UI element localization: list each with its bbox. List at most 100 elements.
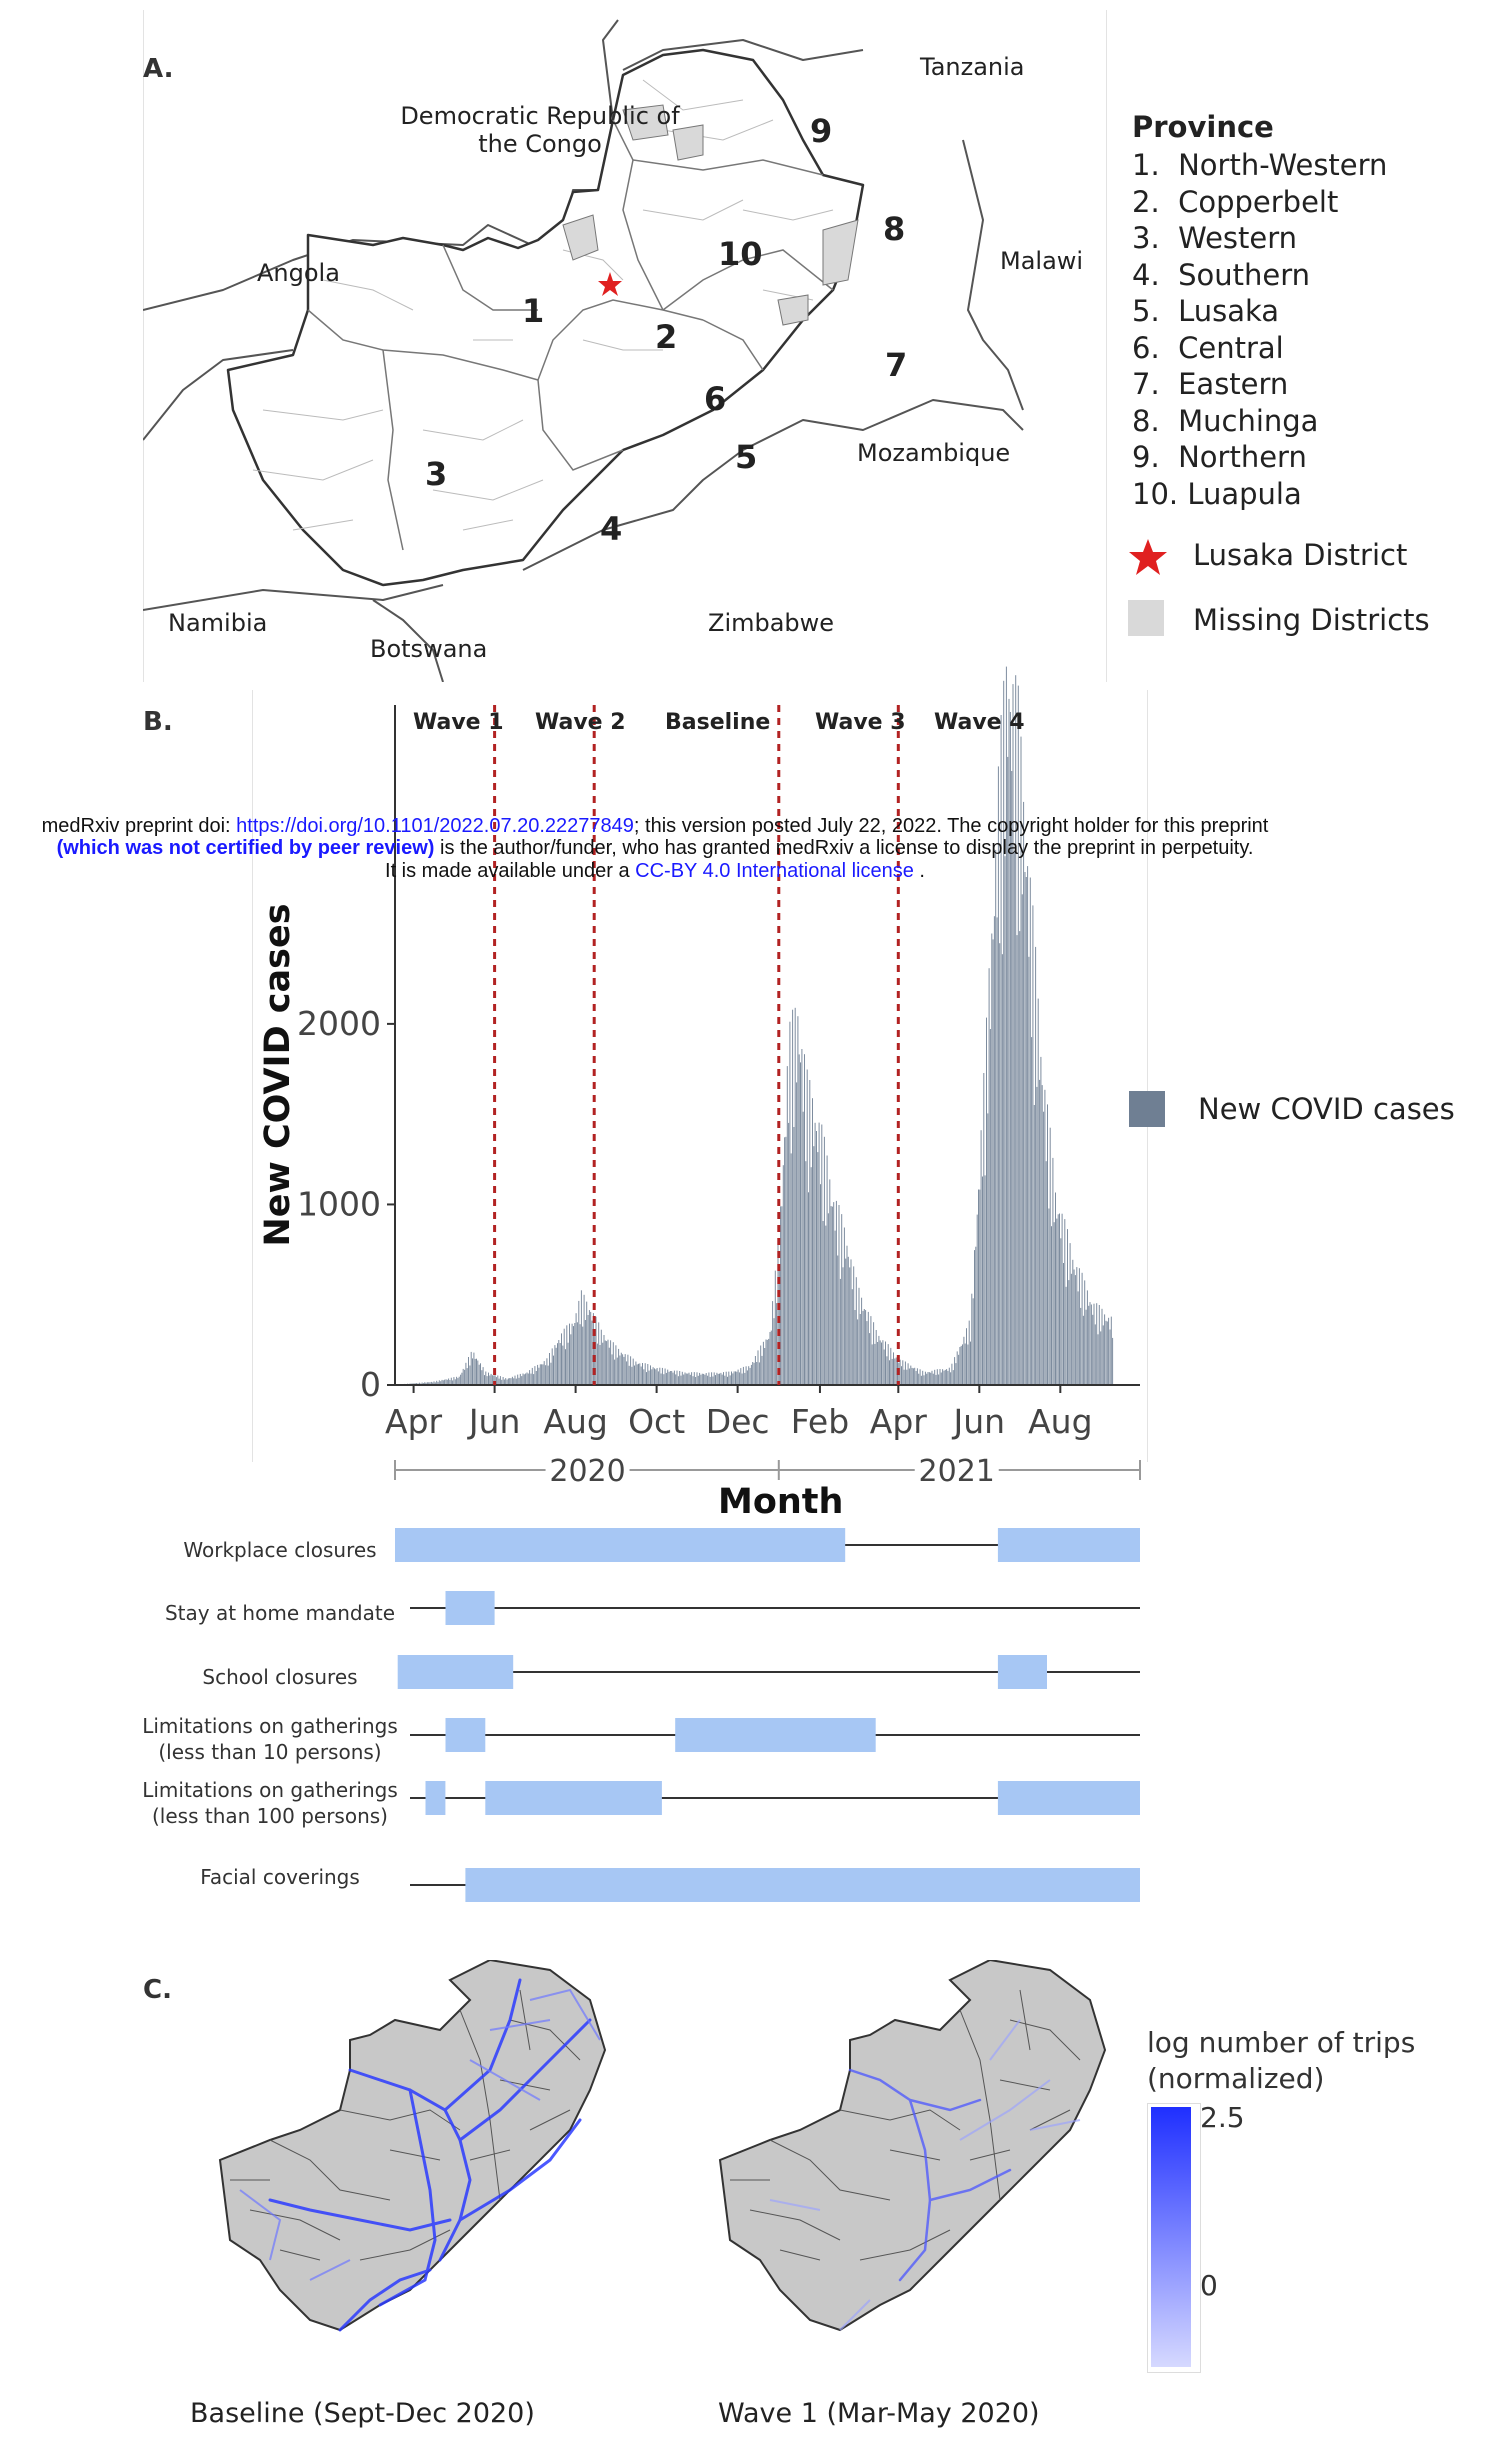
country-label-tanzania: Tanzania <box>920 53 1025 81</box>
case-bar <box>736 1371 738 1385</box>
case-bar <box>555 1347 557 1385</box>
case-bar <box>978 1189 979 1385</box>
case-bar <box>517 1374 519 1385</box>
case-bar <box>1085 1309 1087 1385</box>
case-bar <box>837 1255 839 1385</box>
province-legend-item: 9. Northern <box>1132 440 1307 474</box>
case-bar <box>816 1131 817 1385</box>
case-bar <box>728 1371 730 1385</box>
case-bar <box>881 1342 882 1385</box>
case-bar <box>495 1377 497 1385</box>
case-bar <box>849 1267 851 1385</box>
case-bar <box>570 1334 572 1385</box>
case-bar <box>979 1189 981 1385</box>
y-tick-label: 2000 <box>297 1004 381 1043</box>
case-bar <box>717 1373 719 1385</box>
case-bar <box>669 1371 671 1385</box>
case-bar <box>558 1340 560 1385</box>
case-bar <box>465 1362 467 1385</box>
case-bar <box>966 1328 967 1385</box>
preprint-license-link[interactable]: CC-BY 4.0 International license <box>635 859 914 882</box>
zambia-province-map <box>143 19 1024 682</box>
case-bar <box>631 1366 633 1385</box>
case-bar <box>800 1062 801 1385</box>
case-bar <box>582 1326 584 1385</box>
case-bar <box>842 1267 844 1385</box>
case-bar <box>441 1379 443 1385</box>
case-bar <box>639 1363 641 1385</box>
case-bar <box>473 1352 475 1385</box>
case-bar <box>547 1365 549 1385</box>
country-label-drc: Democratic Republic of the Congo <box>400 102 680 158</box>
case-bar <box>591 1320 593 1385</box>
case-bar <box>889 1360 890 1385</box>
province-legend-title: Province <box>1132 110 1274 144</box>
preprint-doi-link[interactable]: https://doi.org/10.1101/2022.07.20.22277… <box>236 815 634 837</box>
case-bar <box>823 1136 825 1385</box>
case-bar <box>628 1365 630 1385</box>
case-bar <box>780 1206 782 1385</box>
case-bar <box>445 1379 447 1385</box>
province-number-8: 8 <box>883 210 906 248</box>
case-bar <box>571 1323 573 1385</box>
case-bar <box>875 1330 877 1385</box>
case-bar <box>1064 1219 1066 1385</box>
case-bar <box>893 1352 894 1385</box>
case-bar <box>1086 1290 1088 1385</box>
case-bar <box>529 1370 531 1385</box>
case-bar <box>711 1372 713 1385</box>
case-bar <box>810 1167 812 1385</box>
case-bar <box>688 1372 690 1385</box>
case-bar <box>984 1175 986 1385</box>
case-bar <box>642 1363 643 1385</box>
case-bar <box>1078 1268 1080 1385</box>
panel-a-frame <box>143 10 1107 682</box>
case-bar <box>914 1367 916 1385</box>
case-bar <box>748 1366 750 1385</box>
case-bar <box>764 1348 766 1385</box>
y-tick-label: 0 <box>360 1365 381 1404</box>
case-bar <box>801 1049 803 1385</box>
case-bar <box>820 1184 821 1385</box>
case-bar <box>530 1373 532 1385</box>
case-bar <box>793 1127 795 1385</box>
case-bar <box>731 1371 732 1385</box>
case-bar <box>519 1373 521 1385</box>
case-bar <box>602 1342 604 1385</box>
case-bar <box>444 1379 446 1385</box>
case-bar <box>432 1382 434 1385</box>
case-bar <box>620 1352 622 1385</box>
case-bar <box>1077 1291 1079 1385</box>
case-bar <box>587 1315 589 1385</box>
case-bar <box>935 1374 937 1385</box>
case-bar <box>614 1359 616 1385</box>
missing-district-3 <box>672 124 704 161</box>
case-bar <box>948 1367 950 1385</box>
case-bar <box>814 1122 816 1385</box>
case-bar <box>655 1369 657 1385</box>
case-bar <box>513 1378 515 1385</box>
case-bar <box>861 1297 863 1385</box>
case-bar <box>741 1373 743 1385</box>
case-bar <box>982 1176 983 1385</box>
case-bar <box>695 1377 697 1385</box>
case-bar <box>930 1372 932 1385</box>
case-bar <box>992 939 994 1385</box>
case-bar <box>865 1310 867 1385</box>
case-bar <box>919 1369 921 1385</box>
case-bar <box>470 1351 472 1385</box>
case-bar <box>638 1363 639 1385</box>
case-bar <box>962 1344 963 1385</box>
case-bar <box>546 1358 548 1385</box>
case-bar <box>659 1367 661 1385</box>
case-bar <box>1073 1269 1075 1385</box>
case-bar <box>975 1246 977 1385</box>
case-bar <box>604 1340 606 1385</box>
country-label-namibia: Namibia <box>168 609 268 637</box>
case-bar <box>1094 1324 1096 1385</box>
case-bar <box>724 1375 726 1385</box>
case-bar <box>545 1365 547 1385</box>
case-bar <box>772 1301 774 1385</box>
case-bar <box>434 1382 436 1385</box>
case-bar <box>1100 1331 1102 1385</box>
